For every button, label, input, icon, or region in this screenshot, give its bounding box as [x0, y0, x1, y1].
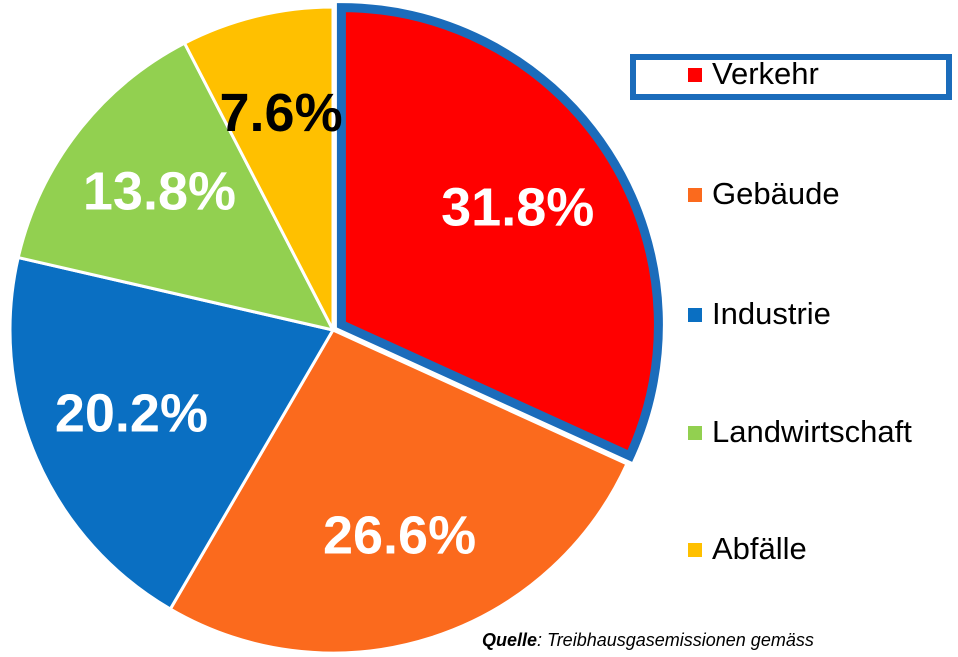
data-label: 31.8%: [441, 177, 594, 237]
data-label: 13.8%: [83, 162, 236, 222]
pie-slice: [16, 41, 336, 333]
data-label: 26.6%: [323, 506, 476, 566]
legend-swatch: [688, 188, 702, 202]
data-label: 7.6%: [220, 83, 343, 143]
legend-swatch: [688, 426, 702, 440]
legend-label: Landwirtschaft: [712, 414, 912, 449]
source-text: : Treibhausgasemissionen gemäss: [537, 630, 814, 650]
legend-label: Abfälle: [712, 531, 807, 566]
legend-highlight: [630, 54, 952, 100]
legend-label: Verkehr: [712, 56, 819, 91]
pie-slice: [168, 328, 629, 655]
pie-slice: [182, 5, 335, 331]
source-note: Quelle: Treibhausgasemissionen gemäss: [482, 630, 814, 650]
pie-slice: [8, 255, 336, 612]
legend-swatch: [688, 543, 702, 557]
source-label: Quelle: [482, 630, 537, 650]
legend-swatch: [688, 68, 702, 82]
data-label: 20.2%: [55, 383, 208, 443]
legend-label: Gebäude: [712, 176, 840, 211]
legend-label: Industrie: [712, 296, 831, 331]
legend-swatch: [688, 308, 702, 322]
pie-slice: [336, 3, 663, 462]
